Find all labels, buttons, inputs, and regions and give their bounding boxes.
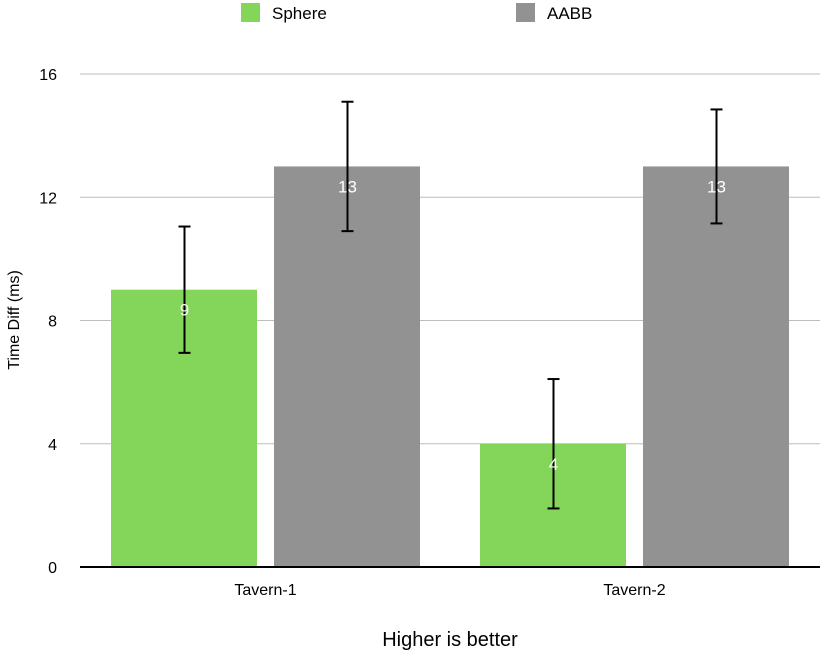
y-tick-label: 8 (48, 314, 57, 331)
error-bars (178, 100, 723, 510)
legend-label-sphere: Sphere (272, 4, 327, 23)
y-tick-label: 16 (39, 67, 57, 84)
x-axis-ticks: Tavern-1 Tavern-2 (234, 582, 665, 599)
data-label: 4 (549, 455, 558, 474)
legend: Sphere AABB (241, 3, 592, 23)
y-axis-title: Time Diff (ms) (6, 270, 23, 370)
x-tick-label: Tavern-2 (603, 582, 665, 599)
bar-aabb-tavern-2 (643, 166, 789, 567)
bars (111, 166, 789, 567)
legend-swatch-aabb (516, 3, 535, 22)
x-tick-label: Tavern-1 (234, 582, 296, 599)
data-label: 13 (338, 177, 357, 196)
y-tick-label: 4 (48, 437, 57, 454)
legend-swatch-sphere (241, 3, 260, 22)
legend-label-aabb: AABB (547, 4, 592, 23)
x-axis-title: Higher is better (382, 629, 518, 651)
y-axis-ticks: 0 4 8 12 16 (39, 67, 57, 577)
data-label: 13 (707, 177, 726, 196)
y-tick-label: 0 (48, 560, 57, 577)
y-tick-label: 12 (39, 190, 57, 207)
data-label: 9 (180, 301, 189, 320)
bar-aabb-tavern-1 (274, 166, 420, 567)
data-labels: 9 13 4 13 (180, 177, 726, 473)
